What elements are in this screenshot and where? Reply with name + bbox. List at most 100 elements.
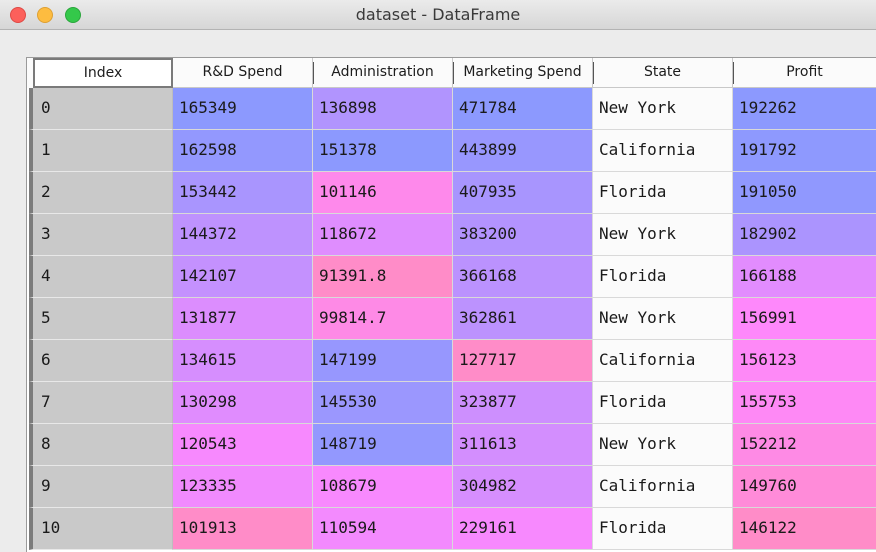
marketing-spend-cell[interactable]: 443899 (453, 130, 593, 172)
index-cell[interactable]: 9 (29, 466, 173, 508)
rd-spend-cell[interactable]: 142107 (173, 256, 313, 298)
administration-cell[interactable]: 101146 (313, 172, 453, 214)
marketing-spend-cell[interactable]: 127717 (453, 340, 593, 382)
administration-cell[interactable]: 151378 (313, 130, 453, 172)
rd-spend-cell[interactable]: 162598 (173, 130, 313, 172)
column-divider[interactable] (453, 62, 454, 84)
table-header: Index R&D Spend Administration Marketing… (27, 58, 876, 88)
rd-spend-cell[interactable]: 101913 (173, 508, 313, 550)
index-cell[interactable]: 3 (29, 214, 173, 256)
marketing-spend-cell[interactable]: 323877 (453, 382, 593, 424)
administration-cell[interactable]: 118672 (313, 214, 453, 256)
administration-cell[interactable]: 91391.8 (313, 256, 453, 298)
state-cell[interactable]: California (593, 340, 733, 382)
marketing-spend-cell[interactable]: 407935 (453, 172, 593, 214)
close-button[interactable] (10, 7, 26, 23)
index-cell[interactable]: 10 (29, 508, 173, 550)
rd-spend-cell[interactable]: 120543 (173, 424, 313, 466)
column-header-index[interactable]: Index (33, 58, 173, 88)
state-cell[interactable]: New York (593, 424, 733, 466)
index-cell[interactable]: 7 (29, 382, 173, 424)
administration-cell[interactable]: 110594 (313, 508, 453, 550)
administration-cell[interactable]: 148719 (313, 424, 453, 466)
window-title: dataset - DataFrame (355, 5, 521, 24)
profit-cell[interactable]: 149760 (733, 466, 876, 508)
state-cell[interactable]: Florida (593, 172, 733, 214)
column-header-label: State (643, 64, 682, 80)
column-header-label: R&D Spend (202, 64, 283, 80)
maximize-button[interactable] (65, 7, 81, 23)
rd-spend-cell[interactable]: 123335 (173, 466, 313, 508)
profit-cell[interactable]: 191792 (733, 130, 876, 172)
state-cell[interactable]: California (593, 130, 733, 172)
administration-cell[interactable]: 145530 (313, 382, 453, 424)
marketing-spend-cell[interactable]: 229161 (453, 508, 593, 550)
title-bar: dataset - DataFrame (0, 0, 876, 30)
rd-spend-cell[interactable]: 131877 (173, 298, 313, 340)
state-cell[interactable]: New York (593, 88, 733, 130)
index-cell[interactable]: 1 (29, 130, 173, 172)
rd-spend-cell[interactable]: 134615 (173, 340, 313, 382)
table-row[interactable]: 10 101913 110594 229161 Florida 146122 (27, 508, 876, 550)
rd-spend-cell[interactable]: 130298 (173, 382, 313, 424)
profit-cell[interactable]: 156123 (733, 340, 876, 382)
index-cell[interactable]: 0 (29, 88, 173, 130)
table-row[interactable]: 8 120543 148719 311613 New York 152212 (27, 424, 876, 466)
index-cell[interactable]: 4 (29, 256, 173, 298)
table-row[interactable]: 2 153442 101146 407935 Florida 191050 (27, 172, 876, 214)
column-header-marketing-spend[interactable]: Marketing Spend (453, 58, 593, 88)
profit-cell[interactable]: 191050 (733, 172, 876, 214)
column-header-label: Marketing Spend (463, 64, 582, 80)
administration-cell[interactable]: 147199 (313, 340, 453, 382)
state-cell[interactable]: Florida (593, 382, 733, 424)
profit-cell[interactable]: 152212 (733, 424, 876, 466)
marketing-spend-cell[interactable]: 362861 (453, 298, 593, 340)
administration-cell[interactable]: 136898 (313, 88, 453, 130)
table-row[interactable]: 4 142107 91391.8 366168 Florida 166188 (27, 256, 876, 298)
state-cell[interactable]: Florida (593, 256, 733, 298)
dataframe-table[interactable]: Index R&D Spend Administration Marketing… (26, 57, 876, 552)
marketing-spend-cell[interactable]: 304982 (453, 466, 593, 508)
table-row[interactable]: 7 130298 145530 323877 Florida 155753 (27, 382, 876, 424)
column-header-profit[interactable]: Profit (733, 58, 876, 88)
marketing-spend-cell[interactable]: 366168 (453, 256, 593, 298)
state-cell[interactable]: California (593, 466, 733, 508)
table-row[interactable]: 0 165349 136898 471784 New York 192262 (27, 88, 876, 130)
index-cell[interactable]: 2 (29, 172, 173, 214)
marketing-spend-cell[interactable]: 383200 (453, 214, 593, 256)
state-cell[interactable]: New York (593, 298, 733, 340)
rd-spend-cell[interactable]: 165349 (173, 88, 313, 130)
column-divider[interactable] (733, 62, 734, 84)
administration-cell[interactable]: 99814.7 (313, 298, 453, 340)
state-cell[interactable]: New York (593, 214, 733, 256)
profit-cell[interactable]: 155753 (733, 382, 876, 424)
administration-cell[interactable]: 108679 (313, 466, 453, 508)
column-divider[interactable] (313, 62, 314, 84)
column-header-rd-spend[interactable]: R&D Spend (173, 58, 313, 88)
column-header-label: Administration (331, 64, 434, 80)
index-cell[interactable]: 5 (29, 298, 173, 340)
marketing-spend-cell[interactable]: 471784 (453, 88, 593, 130)
table-row[interactable]: 5 131877 99814.7 362861 New York 156991 (27, 298, 876, 340)
table-row[interactable]: 3 144372 118672 383200 New York 182902 (27, 214, 876, 256)
rd-spend-cell[interactable]: 153442 (173, 172, 313, 214)
column-header-state[interactable]: State (593, 58, 733, 88)
profit-cell[interactable]: 182902 (733, 214, 876, 256)
minimize-button[interactable] (37, 7, 53, 23)
table-row[interactable]: 6 134615 147199 127717 California 156123 (27, 340, 876, 382)
column-header-administration[interactable]: Administration (313, 58, 453, 88)
profit-cell[interactable]: 156991 (733, 298, 876, 340)
profit-cell[interactable]: 146122 (733, 508, 876, 550)
column-header-label: Profit (786, 64, 823, 80)
index-cell[interactable]: 6 (29, 340, 173, 382)
table-row[interactable]: 9 123335 108679 304982 California 149760 (27, 466, 876, 508)
column-divider[interactable] (593, 62, 594, 84)
state-cell[interactable]: Florida (593, 508, 733, 550)
profit-cell[interactable]: 166188 (733, 256, 876, 298)
marketing-spend-cell[interactable]: 311613 (453, 424, 593, 466)
profit-cell[interactable]: 192262 (733, 88, 876, 130)
rd-spend-cell[interactable]: 144372 (173, 214, 313, 256)
table-row[interactable]: 1 162598 151378 443899 California 191792 (27, 130, 876, 172)
dataframe-viewer: Index R&D Spend Administration Marketing… (0, 31, 876, 552)
index-cell[interactable]: 8 (29, 424, 173, 466)
